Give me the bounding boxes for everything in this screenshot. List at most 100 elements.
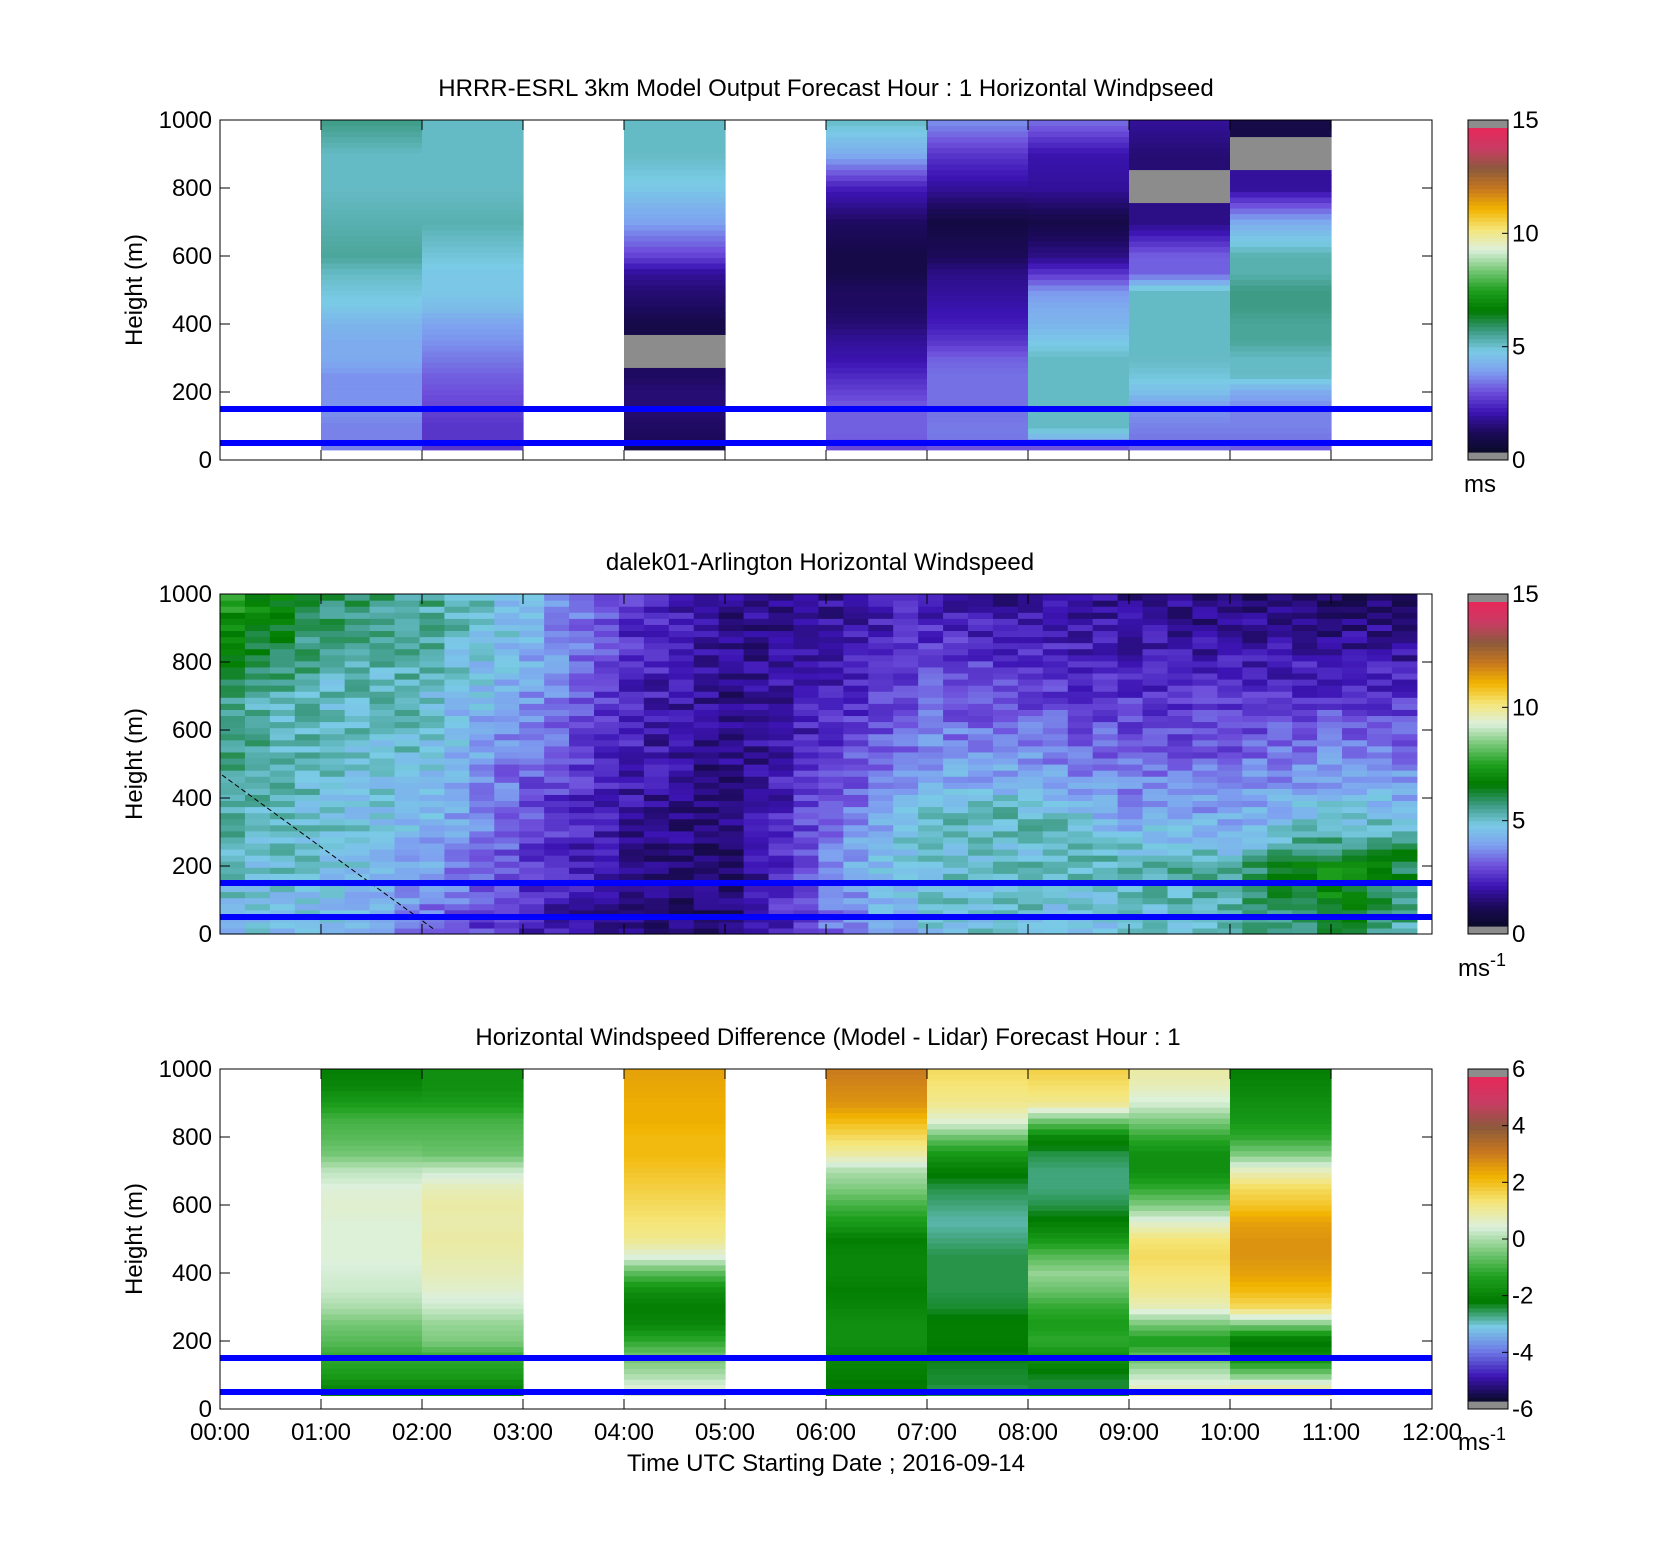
heatmap-cell <box>519 715 545 723</box>
heatmap-cell <box>469 648 495 656</box>
heatmap-cell <box>419 606 446 613</box>
colorbar-segment <box>1468 209 1508 214</box>
heatmap-cell <box>544 770 570 777</box>
colorbar-segment <box>1468 1145 1508 1151</box>
heatmap-cell <box>1391 672 1418 680</box>
heatmap-cell <box>918 606 944 613</box>
colorbar-segment <box>1468 642 1508 648</box>
heatmap-cell <box>793 642 820 650</box>
heatmap-cell <box>1342 751 1368 759</box>
colorbar-segment <box>1468 772 1508 777</box>
heatmap-cell <box>843 885 869 893</box>
heatmap-cell <box>1028 350 1130 357</box>
heatmap-cell <box>419 824 446 832</box>
heatmap-cell <box>294 660 321 668</box>
y-tick-label: 1000 <box>159 581 212 608</box>
heatmap-cell <box>1028 1351 1130 1358</box>
heatmap-cell <box>624 174 726 182</box>
heatmap-cell <box>1242 849 1268 856</box>
heatmap-cell <box>643 739 670 747</box>
heatmap-cell <box>1028 323 1130 330</box>
heatmap-cell <box>1117 654 1144 662</box>
colorbar-segment <box>1468 217 1508 222</box>
heatmap-cell <box>1167 739 1194 747</box>
heatmap-cell <box>618 842 645 850</box>
colorbar-segment <box>1468 853 1508 858</box>
heatmap-cell <box>927 1275 1029 1282</box>
heatmap-cell <box>269 867 296 874</box>
heatmap-cell <box>220 654 246 662</box>
y-tick-label: 800 <box>172 649 212 676</box>
heatmap-cell <box>344 745 371 753</box>
heatmap-cell <box>419 812 446 820</box>
heatmap-cell <box>1028 279 1130 286</box>
heatmap-cell <box>1217 703 1243 710</box>
heatmap-cell <box>1192 751 1218 759</box>
heatmap-cell <box>818 606 844 613</box>
heatmap-cell <box>1391 691 1418 698</box>
heatmap-cell <box>1366 618 1393 625</box>
heatmap-cell <box>992 824 1019 832</box>
heatmap-cell <box>469 757 495 765</box>
heatmap-cell <box>1092 727 1119 735</box>
panel-model-ylabel: Height (m) <box>121 234 148 346</box>
heatmap-cell <box>369 612 396 619</box>
heatmap-cell <box>1117 873 1144 880</box>
heatmap-cell <box>594 654 620 662</box>
heatmap-cell <box>1230 1090 1332 1097</box>
heatmap-cell <box>1366 897 1393 905</box>
heatmap-cell <box>1192 818 1218 826</box>
heatmap-cell <box>1042 630 1069 638</box>
heatmap-cell <box>1067 666 1094 674</box>
heatmap-cell <box>1028 1335 1130 1342</box>
heatmap-cell <box>1167 836 1194 844</box>
heatmap-cell <box>1129 1221 1231 1228</box>
heatmap-cell <box>344 727 371 735</box>
heatmap-cell <box>1167 903 1194 911</box>
heatmap-cell <box>1117 606 1144 613</box>
heatmap-cell <box>668 606 695 613</box>
colorbar-segment <box>1468 354 1508 360</box>
heatmap-cell <box>1267 903 1293 911</box>
heatmap-cell <box>1342 618 1368 625</box>
heatmap-cell <box>968 842 994 850</box>
heatmap-cell <box>422 383 524 390</box>
heatmap-cell <box>244 612 271 619</box>
heatmap-cell <box>826 1259 928 1266</box>
heatmap-cell <box>1129 202 1231 209</box>
heatmap-cell <box>321 1341 423 1348</box>
heatmap-cell <box>843 849 869 856</box>
heatmap-cell <box>1017 794 1044 802</box>
heatmap-cell <box>893 921 919 929</box>
heatmap-cell <box>743 842 770 850</box>
heatmap-cell <box>1366 770 1393 777</box>
heatmap-cell <box>768 600 795 607</box>
heatmap-cell <box>1267 812 1293 820</box>
heatmap-cell <box>768 849 795 856</box>
colorbar-segment <box>1468 383 1508 388</box>
heatmap-cell <box>469 672 495 680</box>
heatmap-cell <box>369 660 396 668</box>
heatmap-cell <box>544 697 570 704</box>
heatmap-cell <box>1129 1335 1231 1342</box>
heatmap-cell <box>220 861 246 868</box>
heatmap-cell <box>992 636 1019 644</box>
colorbar-segment <box>1468 156 1508 161</box>
heatmap-cell <box>1017 757 1044 765</box>
heatmap-cell <box>1167 794 1194 802</box>
heatmap-cell <box>1067 867 1094 874</box>
heatmap-cell <box>244 849 271 856</box>
heatmap-cell <box>1129 1264 1231 1271</box>
heatmap-cell <box>1242 624 1268 632</box>
heatmap-cell <box>1092 618 1119 625</box>
heatmap-cell <box>519 885 545 893</box>
heatmap-cell <box>1317 648 1343 656</box>
heatmap-cell <box>321 1248 423 1255</box>
heatmap-cell <box>244 721 271 729</box>
heatmap-cell <box>494 654 520 662</box>
colorbar-segment <box>1468 176 1508 182</box>
colorbar-segment <box>1468 776 1508 781</box>
heatmap-cell <box>321 433 423 440</box>
heatmap-cell <box>618 806 645 814</box>
heatmap-cell <box>369 751 396 759</box>
